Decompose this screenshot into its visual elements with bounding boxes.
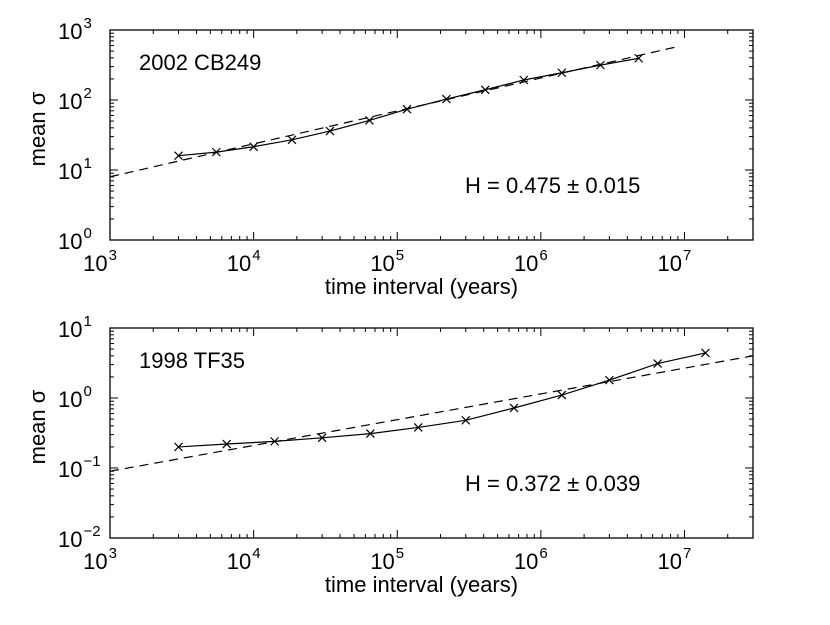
- data-point-x-marker: [174, 151, 183, 161]
- y-tick-label: 103: [58, 15, 92, 44]
- fit-line-dashed: [110, 45, 679, 178]
- fit-line-dashed: [110, 355, 753, 472]
- data-point-x-marker: [557, 68, 567, 78]
- hurst-annotation: H = 0.372 ± 0.039: [465, 471, 640, 496]
- data-point-x-marker: [701, 348, 710, 358]
- y-tick-label: 102: [58, 85, 92, 114]
- y-tick-label: 100: [58, 225, 92, 254]
- data-series-line: [178, 352, 706, 448]
- data-point-x-marker: [653, 359, 663, 369]
- chart-panel-2002-cb249: 103 104 105 106 107 100 101 102 103 2002 CB249 H =…: [25, 15, 754, 299]
- data-point-x-marker: [222, 439, 232, 449]
- y-axis-label: mean σ: [25, 389, 50, 464]
- x-tick-label: 106: [514, 545, 548, 574]
- y-tick-label: 10−1: [58, 453, 101, 482]
- data-point-x-marker: [634, 53, 644, 63]
- plot-frame: [109, 29, 754, 241]
- data-point-x-marker: [557, 390, 567, 400]
- data-point-x-marker: [287, 135, 297, 145]
- data-point-x-marker: [413, 422, 423, 432]
- data-point-x-marker: [325, 126, 335, 136]
- data-point-x-marker: [604, 375, 614, 385]
- y-tick-label: 101: [58, 155, 92, 184]
- x-tick-label: 103: [83, 545, 117, 574]
- x-axis-label: time interval (years): [325, 572, 518, 597]
- data-point-x-marker: [174, 442, 183, 452]
- x-axis-label: time interval (years): [325, 274, 518, 299]
- y-tick-label: 100: [58, 383, 92, 412]
- x-tick-label: 105: [370, 545, 404, 574]
- x-tick-label: 104: [227, 545, 261, 574]
- data-point-x-marker: [509, 403, 519, 413]
- hurst-annotation: H = 0.475 ± 0.015: [465, 173, 640, 198]
- object-label: 1998 TF35: [139, 348, 245, 373]
- data-point-x-marker: [317, 433, 327, 443]
- data-point-x-marker: [480, 85, 490, 95]
- x-tick-label: 103: [83, 247, 117, 276]
- x-tick-label: 104: [227, 247, 261, 276]
- x-tick-label: 107: [658, 247, 692, 276]
- data-point-x-marker: [596, 60, 605, 70]
- y-tick-label: 10−2: [58, 523, 101, 552]
- object-label: 2002 CB249: [139, 50, 261, 75]
- x-tick-label: 105: [370, 247, 404, 276]
- data-point-x-marker: [249, 142, 259, 152]
- x-tick-label: 107: [658, 545, 692, 574]
- data-point-x-marker: [365, 429, 375, 439]
- y-axis-label: mean σ: [25, 91, 50, 166]
- x-tick-label: 106: [514, 247, 548, 276]
- data-point-x-marker: [461, 415, 471, 425]
- y-tick-label: 101: [58, 313, 92, 342]
- chart-panel-1998-tf35: 103 104 105 106 107 10−2 10−1 100 101 1998 TF35 H …: [25, 313, 754, 597]
- plot-frame: [109, 327, 754, 539]
